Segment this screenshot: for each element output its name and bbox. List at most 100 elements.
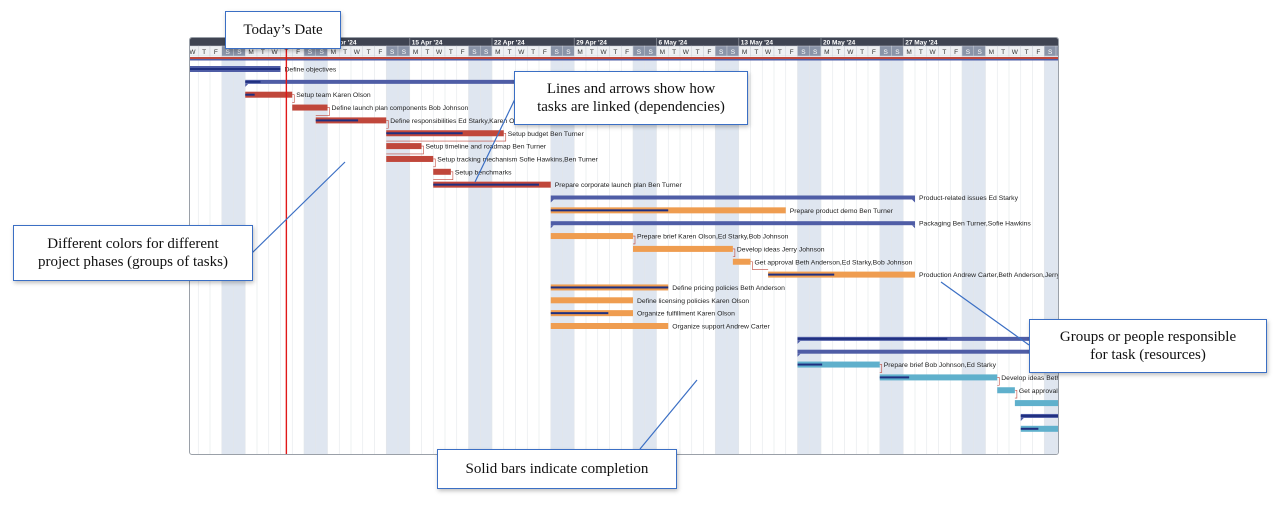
weekend-column [973, 56, 986, 454]
day-letter: T [261, 49, 265, 56]
task-label: Organize support Andrew Carter [672, 324, 770, 331]
day-letter: T [919, 49, 923, 56]
day-letter: S [966, 49, 971, 56]
day-letter: M [577, 49, 582, 56]
summary-bar [550, 195, 915, 200]
task-label: Setup timeline and roadmap Ben Turner [426, 144, 547, 151]
callout-completion: Solid bars indicate completion [437, 449, 677, 489]
weekend-column [879, 56, 892, 454]
weekend-column [315, 56, 328, 454]
day-letter: S [648, 49, 653, 56]
summary-cap-left [550, 225, 554, 229]
task-label: Get approval Beth Anderson,Ed Starky,Bob… [755, 259, 913, 266]
weekend-column [562, 56, 575, 454]
progress-bar [433, 183, 539, 186]
weekend-column [633, 56, 645, 454]
week-label: 8 Apr '24 [330, 40, 357, 47]
day-letter: M [989, 49, 994, 56]
day-letter: M [906, 49, 911, 56]
day-letter: S [731, 49, 736, 56]
task-bar [797, 361, 880, 368]
dependency-line [292, 94, 295, 103]
day-letter: T [1001, 49, 1005, 56]
task-bar [386, 155, 434, 162]
dependency-line [386, 145, 424, 155]
progress-bar [190, 68, 281, 70]
day-letter: W [930, 49, 937, 56]
week-label: 29 Apr '24 [576, 40, 607, 47]
dependency-line [732, 248, 736, 258]
day-letter: M [660, 49, 665, 56]
progress-bar [386, 132, 463, 135]
progress-bar [315, 119, 359, 122]
weekend-column [480, 56, 492, 454]
progress-bar [768, 273, 835, 276]
task-label: Organize fulfillment Karen Olson [637, 311, 735, 318]
progress-bar [1020, 414, 1058, 417]
day-letter: W [601, 49, 608, 56]
dependency-line [315, 107, 330, 116]
task-bar [433, 168, 451, 175]
day-letter: F [214, 49, 218, 56]
task-bar [1020, 425, 1058, 432]
day-letter: S [402, 49, 407, 56]
day-letter: F [625, 49, 629, 56]
day-letter: S [319, 49, 324, 56]
summary-bar [245, 79, 551, 84]
day-letter: M [824, 49, 829, 56]
task-bar [386, 143, 422, 150]
day-letter: S [484, 49, 489, 56]
task-label: Prepare product demo Ben Turner [790, 208, 894, 215]
task-label: Define responsibilities Ed Starky,Karen … [390, 118, 527, 125]
day-letter: W [190, 49, 196, 56]
task-bar [550, 323, 669, 329]
task-label: Develop ideas Beth Anderson,Karen Olson [1001, 375, 1058, 382]
day-letter: T [590, 49, 594, 56]
day-letter: S [308, 49, 313, 56]
callout-completion-text: Solid bars indicate completion [465, 461, 649, 477]
weekend-column [715, 56, 727, 454]
callout-todays-date-text: Today’s Date [243, 22, 323, 38]
progress-bar [550, 209, 669, 212]
week-header [190, 38, 1058, 46]
day-letter: S [719, 49, 724, 56]
day-letter: W [354, 49, 361, 56]
week-label: 27 May '24 [905, 40, 938, 47]
task-label: Define pricing policies Beth Anderson [672, 285, 785, 292]
dependency-line [879, 364, 883, 373]
weekend-column [891, 56, 904, 454]
task-label: Get approval [1019, 388, 1058, 395]
summary-cap-left [797, 340, 801, 344]
progress-bar [245, 93, 255, 96]
weekend-column [797, 56, 810, 454]
summary-cap-left [1020, 417, 1024, 421]
day-letter: T [778, 49, 782, 56]
day-letter: F [461, 49, 465, 56]
task-bar [633, 245, 733, 252]
day-letter: F [543, 49, 547, 56]
day-letter: F [296, 49, 300, 56]
task-label: Product-related issues Ed Starky [919, 195, 1019, 202]
task-bar [1014, 400, 1058, 407]
day-letter: S [472, 49, 477, 56]
day-letter: W [436, 49, 443, 56]
callout-resources-text: Groups or people responsible for task (r… [1059, 329, 1237, 363]
weekend-column [727, 56, 739, 454]
summary-cap-left [797, 353, 801, 357]
day-letter: S [1048, 49, 1053, 56]
progress-bar [1020, 427, 1039, 430]
task-bar [997, 387, 1015, 394]
weekend-column [550, 56, 563, 454]
task-label: Prepare corporate launch plan Ben Turner [555, 182, 683, 189]
progress-bar [797, 363, 823, 366]
day-letter: T [508, 49, 512, 56]
task-bar [768, 271, 915, 278]
project-strip [190, 57, 1058, 59]
day-letter: F [707, 49, 711, 56]
weekend-column [1044, 56, 1056, 454]
day-letter: T [343, 49, 347, 56]
dependency-line [1014, 389, 1018, 399]
callout-phase-colors-text: Different colors for different project p… [38, 236, 228, 270]
day-letter: T [696, 49, 700, 56]
callout-dependencies: Lines and arrows show how tasks are link… [514, 71, 748, 125]
